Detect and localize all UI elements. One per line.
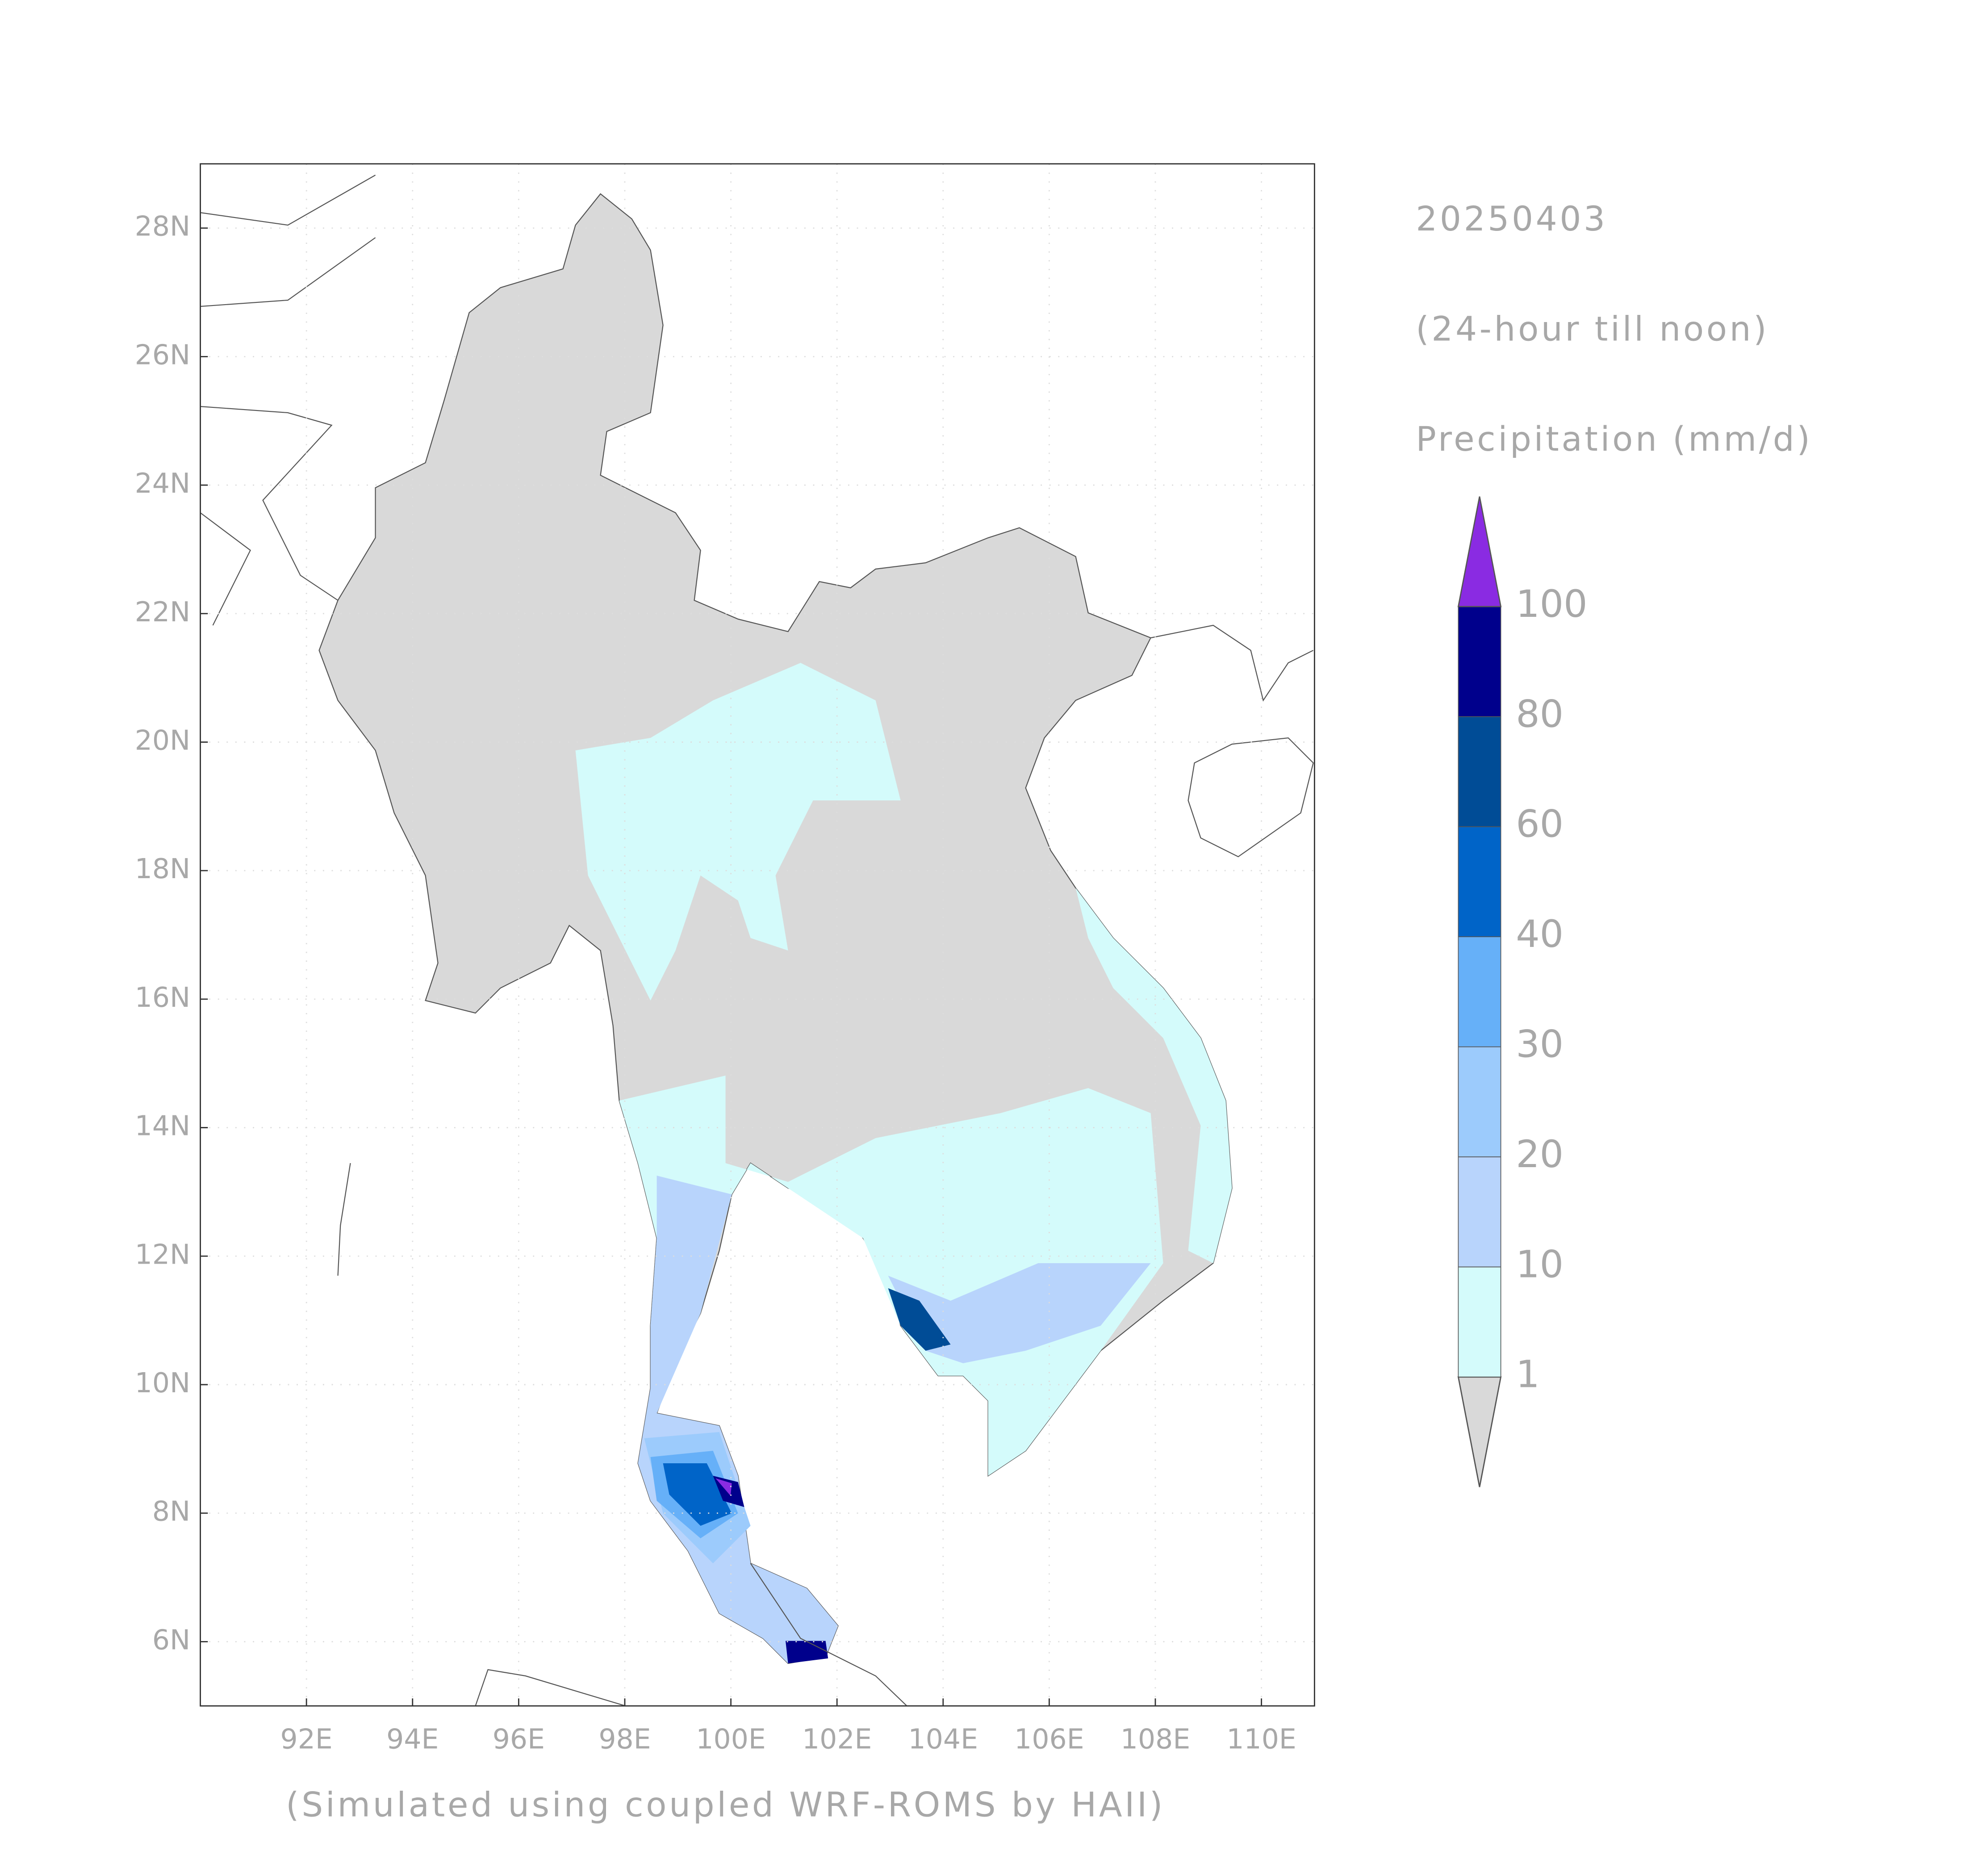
- y-tick-label: 10N: [135, 1367, 190, 1399]
- rain-80-100: [786, 1641, 828, 1663]
- y-tick-label: 8N: [152, 1495, 190, 1528]
- y-tick-label: 16N: [135, 981, 190, 1013]
- rain-1-10: [619, 1076, 1163, 1476]
- colorbar-label: 60: [1516, 802, 1564, 846]
- land-layer: [200, 175, 1314, 1707]
- colorbar-segment: [1458, 1046, 1501, 1157]
- y-tick-label: 12N: [135, 1238, 190, 1270]
- x-tick-label: 106E: [1014, 1723, 1084, 1755]
- y-tick-label: 26N: [135, 339, 190, 371]
- rain-10-20: [638, 1176, 838, 1663]
- period-label: (24-hour till noon): [1416, 310, 1769, 349]
- colorbar-over: [1457, 496, 1502, 607]
- coastline: [337, 1163, 907, 1707]
- x-tick-label: 96E: [493, 1723, 545, 1755]
- colorbar-segment: [1458, 1156, 1501, 1268]
- variable-label: Precipitation (mm/d): [1416, 419, 1812, 459]
- y-tick-label: 18N: [135, 853, 190, 885]
- colorbar-label: 10: [1516, 1242, 1564, 1286]
- colorbar: 1 10 20 30 40 60 80 100: [1457, 496, 1588, 1487]
- colorbar-segment: [1458, 1266, 1501, 1378]
- colorbar-label: 100: [1516, 582, 1587, 626]
- x-tick-label: 102E: [802, 1723, 872, 1755]
- colorbar-label: 1: [1516, 1353, 1539, 1396]
- coastline: [1150, 624, 1314, 702]
- rain-60-80: [888, 1288, 951, 1351]
- x-tick-label: 108E: [1120, 1723, 1190, 1755]
- x-tick-label: 92E: [280, 1723, 333, 1755]
- y-tick-label: 14N: [135, 1110, 190, 1142]
- colorbar-segment: [1458, 606, 1501, 717]
- x-tick-label: 110E: [1226, 1723, 1296, 1755]
- coastline: [1187, 737, 1314, 858]
- grid-layer: [200, 163, 1315, 1706]
- date-label: 20250403: [1416, 199, 1608, 239]
- x-tick-label: 100E: [696, 1723, 765, 1755]
- rain-10-20: [888, 1263, 1151, 1363]
- x-tick-label: 98E: [598, 1723, 651, 1755]
- x-tick-label: 104E: [908, 1723, 978, 1755]
- y-tick-label: 24N: [135, 467, 190, 499]
- footer: (Simulated using coupled WRF-ROMS by HAI…: [286, 1785, 1165, 1825]
- colorbar-segment: [1458, 826, 1501, 938]
- plot-frame: [200, 163, 1315, 1707]
- rain-above-100: [715, 1478, 732, 1496]
- y-tick-label: 28N: [135, 210, 190, 243]
- colorbar-label: 20: [1516, 1132, 1564, 1176]
- colorbar-label: 30: [1516, 1022, 1564, 1066]
- y-tick-label: 22N: [135, 596, 190, 628]
- colorbar-label: 80: [1516, 692, 1564, 736]
- rain-1-10: [1075, 888, 1232, 1263]
- y-tick-label: 6N: [152, 1624, 190, 1656]
- x-tick-label: 94E: [386, 1723, 439, 1755]
- colorbar-segment: [1458, 716, 1501, 827]
- colorbar-segment: [1458, 936, 1501, 1047]
- rain-1-10: [575, 663, 901, 1001]
- y-tick-label: 20N: [135, 724, 190, 757]
- colorbar-under: [1457, 1376, 1502, 1487]
- colorbar-label: 40: [1516, 912, 1564, 956]
- coastline: [200, 175, 376, 626]
